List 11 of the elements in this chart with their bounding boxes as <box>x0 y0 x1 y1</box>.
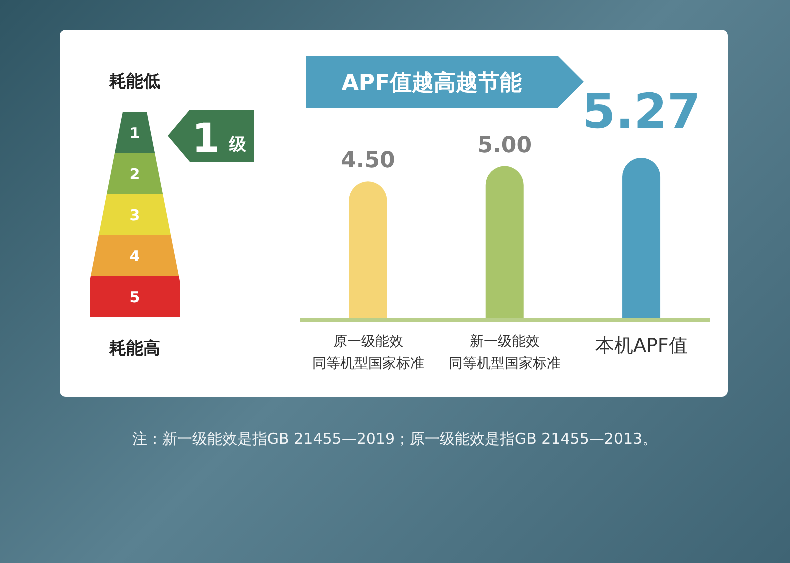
text: 注：新一级能效是指GB 21455—2019；原一级能效是指GB 21455—2013。 <box>131 430 659 449</box>
x-tick-label: 原一级能效同等机型国家标准 <box>312 334 424 372</box>
text: 耗能低 <box>108 71 162 93</box>
energy-grade-pyramid: 1 2 3 4 5 <box>90 110 180 320</box>
data-label: 4.50 <box>341 148 396 174</box>
chart-title: APF值越高越节能 <box>340 70 524 98</box>
x-tick-label: 新一级能效同等机型国家标准 <box>449 334 561 372</box>
data-label: 5.27 <box>582 84 701 140</box>
text: 耗能高 <box>108 338 162 360</box>
data-label: 5.00 <box>478 133 532 158</box>
x-tick-label: 本机APF值 <box>595 335 688 357</box>
